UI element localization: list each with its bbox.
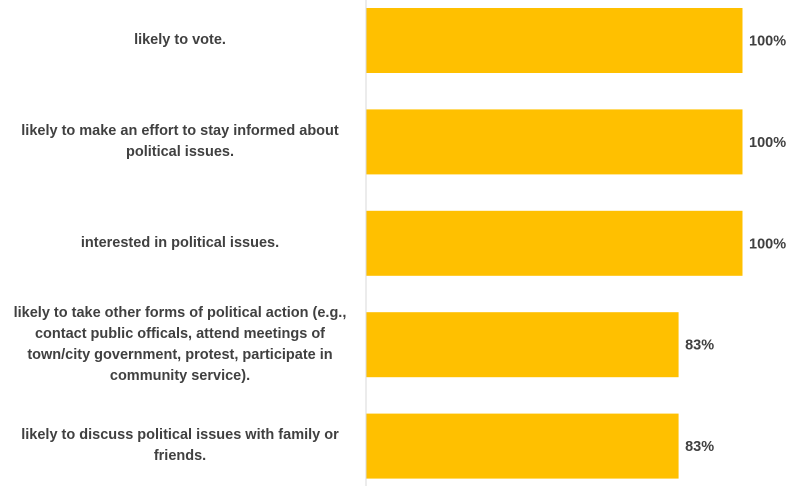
category-label-line: community service). [109, 367, 251, 384]
category-label-line: friends. [153, 448, 207, 465]
category-label-line: likely to take other forms of political … [13, 304, 347, 321]
category-label-2: interested in political issues. [4, 201, 356, 286]
category-label-line: likely to make an effort to stay informe… [21, 122, 339, 139]
bar-3 [366, 312, 679, 378]
bar-2 [366, 210, 743, 276]
bar-1 [366, 109, 743, 175]
data-label-1: 100% [749, 135, 786, 151]
category-label-4: likely to discuss political issues with … [4, 404, 356, 489]
data-label-2: 100% [749, 236, 786, 252]
category-label-line: political issues. [125, 143, 234, 160]
category-label-3: likely to take other forms of political … [4, 302, 356, 387]
category-label-0: likely to vote. [4, 0, 356, 83]
category-label-line: interested in political issues. [80, 234, 280, 251]
data-label-4: 83% [685, 439, 714, 455]
data-label-0: 100% [749, 34, 786, 50]
category-label-line: contact public officals, attend meetings… [34, 325, 326, 342]
category-label-line: town/city government, protest, participa… [27, 346, 333, 363]
category-label-line: likely to discuss political issues with … [21, 427, 339, 444]
category-label-1: likely to make an effort to stay informe… [4, 99, 356, 184]
category-label-line: likely to vote. [134, 32, 226, 48]
bar-0 [366, 8, 743, 73]
bar-4 [366, 413, 679, 479]
data-label-3: 83% [685, 338, 714, 354]
